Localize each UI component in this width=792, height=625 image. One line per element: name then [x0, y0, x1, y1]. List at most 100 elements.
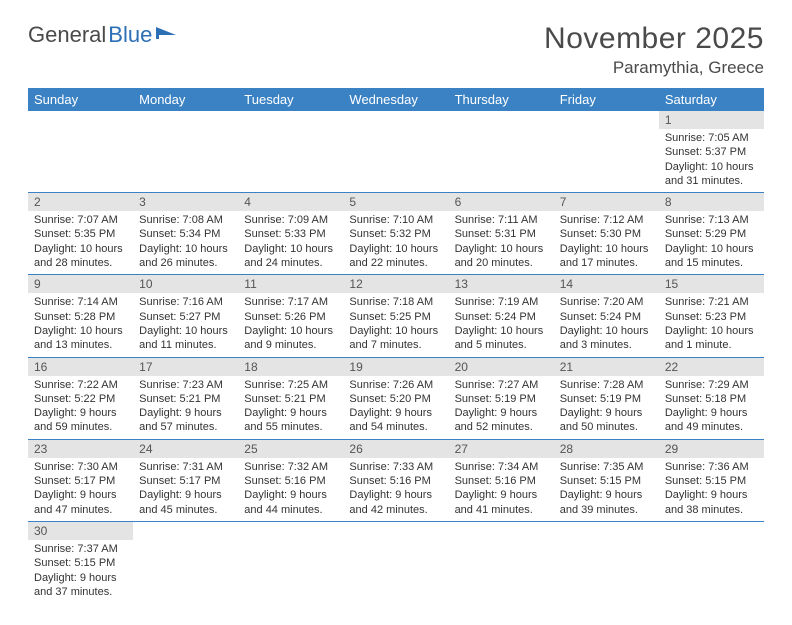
day-content: Sunrise: 7:20 AMSunset: 5:24 PMDaylight:… — [554, 293, 659, 356]
calendar-row: 16Sunrise: 7:22 AMSunset: 5:22 PMDayligh… — [28, 357, 764, 439]
day-content: Sunrise: 7:29 AMSunset: 5:18 PMDaylight:… — [659, 376, 764, 439]
calendar-cell: 26Sunrise: 7:33 AMSunset: 5:16 PMDayligh… — [343, 439, 448, 521]
sunset-text: Sunset: 5:17 PM — [139, 474, 232, 488]
sunset-text: Sunset: 5:16 PM — [244, 474, 337, 488]
calendar-cell: 14Sunrise: 7:20 AMSunset: 5:24 PMDayligh… — [554, 275, 659, 357]
calendar-cell: 17Sunrise: 7:23 AMSunset: 5:21 PMDayligh… — [133, 357, 238, 439]
sunrise-text: Sunrise: 7:37 AM — [34, 542, 127, 556]
sunset-text: Sunset: 5:23 PM — [665, 310, 758, 324]
sunrise-text: Sunrise: 7:16 AM — [139, 295, 232, 309]
daylight-text: Daylight: 10 hours and 31 minutes. — [665, 160, 758, 189]
day-number: 10 — [133, 275, 238, 293]
daylight-text: Daylight: 9 hours and 44 minutes. — [244, 488, 337, 517]
logo-text-1: General — [28, 22, 106, 48]
day-number: 25 — [238, 440, 343, 458]
sunrise-text: Sunrise: 7:23 AM — [139, 378, 232, 392]
daylight-text: Daylight: 10 hours and 1 minute. — [665, 324, 758, 353]
day-number: 8 — [659, 193, 764, 211]
sunset-text: Sunset: 5:24 PM — [455, 310, 548, 324]
calendar-table: SundayMondayTuesdayWednesdayThursdayFrid… — [28, 88, 764, 603]
title-block: November 2025 Paramythia, Greece — [544, 22, 764, 78]
daylight-text: Daylight: 9 hours and 47 minutes. — [34, 488, 127, 517]
day-number: 26 — [343, 440, 448, 458]
day-content: Sunrise: 7:14 AMSunset: 5:28 PMDaylight:… — [28, 293, 133, 356]
daylight-text: Daylight: 9 hours and 59 minutes. — [34, 406, 127, 435]
day-content: Sunrise: 7:05 AMSunset: 5:37 PMDaylight:… — [659, 129, 764, 192]
sunset-text: Sunset: 5:15 PM — [34, 556, 127, 570]
day-header: Wednesday — [343, 88, 448, 111]
calendar-cell: 25Sunrise: 7:32 AMSunset: 5:16 PMDayligh… — [238, 439, 343, 521]
daylight-text: Daylight: 10 hours and 13 minutes. — [34, 324, 127, 353]
calendar-cell: 29Sunrise: 7:36 AMSunset: 5:15 PMDayligh… — [659, 439, 764, 521]
daylight-text: Daylight: 9 hours and 42 minutes. — [349, 488, 442, 517]
calendar-cell: 27Sunrise: 7:34 AMSunset: 5:16 PMDayligh… — [449, 439, 554, 521]
calendar-cell — [343, 521, 448, 603]
day-content: Sunrise: 7:12 AMSunset: 5:30 PMDaylight:… — [554, 211, 659, 274]
calendar-cell: 30 Sunrise: 7:37 AMSunset: 5:15 PMDayligh… — [28, 521, 133, 603]
daylight-text: Daylight: 10 hours and 15 minutes. — [665, 242, 758, 271]
month-title: November 2025 — [544, 22, 764, 56]
sunset-text: Sunset: 5:16 PM — [349, 474, 442, 488]
day-number: 30 — [28, 522, 133, 540]
sunrise-text: Sunrise: 7:26 AM — [349, 378, 442, 392]
calendar-page: GeneralBlue November 2025 Paramythia, Gr… — [0, 0, 792, 625]
sunrise-text: Sunrise: 7:18 AM — [349, 295, 442, 309]
sunset-text: Sunset: 5:29 PM — [665, 227, 758, 241]
calendar-cell: 2Sunrise: 7:07 AMSunset: 5:35 PMDaylight… — [28, 193, 133, 275]
calendar-cell: 21Sunrise: 7:28 AMSunset: 5:19 PMDayligh… — [554, 357, 659, 439]
sunset-text: Sunset: 5:18 PM — [665, 392, 758, 406]
logo-text-2: Blue — [108, 22, 152, 48]
day-number: 22 — [659, 358, 764, 376]
sunrise-text: Sunrise: 7:13 AM — [665, 213, 758, 227]
calendar-cell: 18Sunrise: 7:25 AMSunset: 5:21 PMDayligh… — [238, 357, 343, 439]
logo-flag-icon — [156, 25, 178, 43]
sunrise-text: Sunrise: 7:25 AM — [244, 378, 337, 392]
sunrise-text: Sunrise: 7:21 AM — [665, 295, 758, 309]
day-number: 4 — [238, 193, 343, 211]
day-content: Sunrise: 7:32 AMSunset: 5:16 PMDaylight:… — [238, 458, 343, 521]
sunset-text: Sunset: 5:17 PM — [34, 474, 127, 488]
day-header: Tuesday — [238, 88, 343, 111]
day-header: Thursday — [449, 88, 554, 111]
sunset-text: Sunset: 5:25 PM — [349, 310, 442, 324]
calendar-cell: 12Sunrise: 7:18 AMSunset: 5:25 PMDayligh… — [343, 275, 448, 357]
day-header: Saturday — [659, 88, 764, 111]
calendar-cell — [133, 521, 238, 603]
daylight-text: Daylight: 10 hours and 28 minutes. — [34, 242, 127, 271]
calendar-cell: 22Sunrise: 7:29 AMSunset: 5:18 PMDayligh… — [659, 357, 764, 439]
location: Paramythia, Greece — [544, 58, 764, 78]
sunrise-text: Sunrise: 7:19 AM — [455, 295, 548, 309]
sunset-text: Sunset: 5:20 PM — [349, 392, 442, 406]
day-header: Friday — [554, 88, 659, 111]
day-number: 21 — [554, 358, 659, 376]
calendar-cell: 24Sunrise: 7:31 AMSunset: 5:17 PMDayligh… — [133, 439, 238, 521]
daylight-text: Daylight: 9 hours and 37 minutes. — [34, 571, 127, 600]
calendar-cell: 4Sunrise: 7:09 AMSunset: 5:33 PMDaylight… — [238, 193, 343, 275]
calendar-cell — [554, 521, 659, 603]
day-content: Sunrise: 7:33 AMSunset: 5:16 PMDaylight:… — [343, 458, 448, 521]
day-content: Sunrise: 7:19 AMSunset: 5:24 PMDaylight:… — [449, 293, 554, 356]
sunset-text: Sunset: 5:22 PM — [34, 392, 127, 406]
sunset-text: Sunset: 5:28 PM — [34, 310, 127, 324]
day-content: Sunrise: 7:17 AMSunset: 5:26 PMDaylight:… — [238, 293, 343, 356]
sunrise-text: Sunrise: 7:11 AM — [455, 213, 548, 227]
sunset-text: Sunset: 5:35 PM — [34, 227, 127, 241]
sunrise-text: Sunrise: 7:33 AM — [349, 460, 442, 474]
day-number: 11 — [238, 275, 343, 293]
day-number: 17 — [133, 358, 238, 376]
sunset-text: Sunset: 5:15 PM — [665, 474, 758, 488]
day-content: Sunrise: 7:34 AMSunset: 5:16 PMDaylight:… — [449, 458, 554, 521]
daylight-text: Daylight: 10 hours and 11 minutes. — [139, 324, 232, 353]
day-number: 23 — [28, 440, 133, 458]
day-number: 19 — [343, 358, 448, 376]
day-content: Sunrise: 7:07 AMSunset: 5:35 PMDaylight:… — [28, 211, 133, 274]
daylight-text: Daylight: 10 hours and 17 minutes. — [560, 242, 653, 271]
daylight-text: Daylight: 10 hours and 3 minutes. — [560, 324, 653, 353]
daylight-text: Daylight: 10 hours and 24 minutes. — [244, 242, 337, 271]
daylight-text: Daylight: 9 hours and 52 minutes. — [455, 406, 548, 435]
daylight-text: Daylight: 9 hours and 49 minutes. — [665, 406, 758, 435]
day-content: Sunrise: 7:26 AMSunset: 5:20 PMDaylight:… — [343, 376, 448, 439]
calendar-row: 23Sunrise: 7:30 AMSunset: 5:17 PMDayligh… — [28, 439, 764, 521]
day-number: 29 — [659, 440, 764, 458]
calendar-cell: 15Sunrise: 7:21 AMSunset: 5:23 PMDayligh… — [659, 275, 764, 357]
